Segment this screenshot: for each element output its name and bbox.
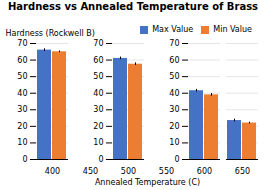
svg-text:40: 40 bbox=[169, 89, 179, 98]
svg-text:70: 70 bbox=[93, 39, 103, 48]
svg-text:Hardness (Rockwell B): Hardness (Rockwell B) bbox=[6, 29, 95, 38]
svg-text:30: 30 bbox=[169, 105, 179, 114]
svg-text:600: 600 bbox=[197, 167, 212, 176]
svg-text:60: 60 bbox=[93, 56, 103, 65]
svg-text:70: 70 bbox=[169, 39, 179, 48]
svg-text:30: 30 bbox=[93, 105, 103, 114]
svg-text:50: 50 bbox=[169, 72, 179, 81]
html-text:Hardness vs Annealed Temperatu: Hardness vs Annealed Temperature of Bras… bbox=[7, 1, 259, 12]
svg-text:40: 40 bbox=[17, 89, 27, 98]
svg-text:20: 20 bbox=[169, 122, 179, 131]
svg-text:50: 50 bbox=[17, 72, 27, 81]
svg-text:0: 0 bbox=[98, 155, 103, 164]
svg-text:20: 20 bbox=[93, 122, 103, 131]
html-text:Max Value: Max Value bbox=[152, 25, 194, 34]
html-text:Min Value: Min Value bbox=[213, 25, 252, 34]
svg-text:30: 30 bbox=[17, 105, 27, 114]
svg-text:40: 40 bbox=[93, 89, 103, 98]
svg-text:10: 10 bbox=[93, 138, 103, 147]
svg-text:500: 500 bbox=[121, 167, 136, 176]
svg-text:450: 450 bbox=[83, 167, 98, 176]
svg-text:0: 0 bbox=[22, 155, 27, 164]
svg-text:60: 60 bbox=[17, 56, 27, 65]
svg-text:50: 50 bbox=[93, 72, 103, 81]
svg-text:550: 550 bbox=[159, 167, 174, 176]
svg-text:400: 400 bbox=[45, 167, 60, 176]
svg-text:10: 10 bbox=[17, 138, 27, 147]
svg-text:10: 10 bbox=[169, 138, 179, 147]
svg-text:Annealed Temperature (C): Annealed Temperature (C) bbox=[95, 178, 200, 187]
svg-text:70: 70 bbox=[17, 39, 27, 48]
svg-text:650: 650 bbox=[235, 167, 250, 176]
svg-text:60: 60 bbox=[169, 56, 179, 65]
svg-text:0: 0 bbox=[174, 155, 179, 164]
svg-text:20: 20 bbox=[17, 122, 27, 131]
